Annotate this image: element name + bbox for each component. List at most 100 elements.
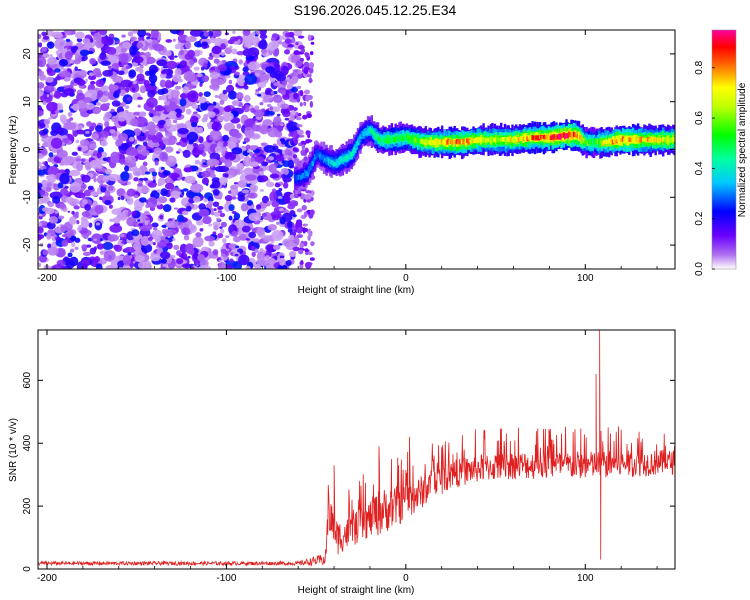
noise-edge-blob xyxy=(295,42,299,46)
signal-cell xyxy=(456,139,459,144)
signal-cell xyxy=(422,139,425,145)
signal-cell xyxy=(594,138,597,145)
noise-blob xyxy=(80,183,87,190)
signal-cell xyxy=(560,133,563,139)
noise-blob xyxy=(207,30,214,37)
noise-blob xyxy=(156,131,163,139)
signal-cell xyxy=(329,159,332,165)
noise-blob xyxy=(279,257,286,266)
signal-cell xyxy=(302,174,306,178)
noise-blob xyxy=(221,151,226,157)
noise-blob xyxy=(203,198,208,203)
y-tick-label: 600 xyxy=(22,372,33,389)
signal-cell xyxy=(582,137,586,143)
noise-blob xyxy=(245,237,251,241)
noise-blob xyxy=(109,224,123,233)
noise-blob xyxy=(286,83,294,90)
signal-cell xyxy=(669,138,672,143)
signal-cell xyxy=(346,155,350,160)
noise-blob xyxy=(42,142,49,148)
noise-blob xyxy=(38,233,42,241)
noise-blob xyxy=(145,217,151,221)
noise-edge-blob xyxy=(305,94,310,102)
noise-blob xyxy=(132,167,143,177)
signal-cell xyxy=(501,137,504,142)
signal-cell xyxy=(319,153,322,159)
noise-edge-blob xyxy=(292,75,298,81)
signal-cell xyxy=(479,137,483,142)
signal-cell xyxy=(518,136,522,141)
noise-blob xyxy=(243,167,254,176)
noise-blob xyxy=(209,37,216,44)
noise-edge-blob xyxy=(292,201,298,207)
noise-blob xyxy=(87,150,94,156)
noise-blob xyxy=(44,160,49,167)
signal-cell xyxy=(505,137,508,142)
noise-blob xyxy=(38,82,45,89)
signal-cell xyxy=(300,174,303,180)
signal-cell xyxy=(584,139,587,144)
noise-blob xyxy=(126,188,136,197)
signal-cell xyxy=(433,140,436,145)
noise-blob xyxy=(78,224,83,231)
noise-blob xyxy=(198,136,204,144)
noise-blob xyxy=(89,247,97,255)
signal-cell xyxy=(601,140,605,146)
noise-blob xyxy=(120,195,125,201)
noise-blob xyxy=(162,170,171,176)
noise-blob xyxy=(38,92,43,96)
signal-cell xyxy=(513,136,517,142)
noise-blob xyxy=(91,132,100,140)
noise-blob xyxy=(48,216,59,224)
noise-blob xyxy=(121,240,126,244)
signal-cell xyxy=(493,137,497,143)
signal-cell xyxy=(590,140,593,145)
noise-blob xyxy=(48,117,52,120)
noise-blob xyxy=(52,183,57,188)
noise-blob xyxy=(244,37,253,48)
signal-cell xyxy=(317,153,321,158)
noise-blob xyxy=(124,87,130,93)
signal-cell xyxy=(430,139,434,145)
noise-blob xyxy=(39,189,46,195)
signal-cell xyxy=(599,140,602,145)
noise-blob xyxy=(141,126,147,133)
signal-cell xyxy=(510,138,513,143)
noise-edge-blob xyxy=(298,142,302,147)
signal-cell xyxy=(611,139,615,145)
noise-blob xyxy=(259,189,265,192)
noise-blob xyxy=(269,191,277,203)
noise-blob xyxy=(231,100,240,107)
signal-cell xyxy=(542,134,546,139)
noise-blob xyxy=(224,151,237,161)
noise-blob xyxy=(47,56,58,65)
noise-blob xyxy=(289,250,297,258)
noise-blob xyxy=(182,86,190,94)
noise-blob xyxy=(74,246,79,250)
signal-cell xyxy=(618,138,621,144)
snr-y-label: SNR (10 * v/v) xyxy=(8,418,19,482)
signal-cell xyxy=(557,133,561,138)
signal-cell xyxy=(348,155,351,159)
noise-blob xyxy=(258,30,267,36)
noise-edge-blob xyxy=(303,89,310,95)
noise-blob xyxy=(241,105,246,110)
noise-blob xyxy=(269,173,280,179)
noise-blob xyxy=(89,256,96,262)
noise-edge-blob xyxy=(305,130,311,136)
noise-blob xyxy=(265,264,274,269)
noise-blob xyxy=(191,266,195,269)
signal-cell xyxy=(355,142,358,149)
noise-blob xyxy=(74,66,78,72)
noise-blob xyxy=(118,211,128,221)
noise-blob xyxy=(127,252,132,256)
noise-blob xyxy=(256,30,261,36)
noise-blob xyxy=(38,33,42,39)
noise-blob xyxy=(276,221,280,225)
noise-edge-blob xyxy=(308,67,314,74)
noise-blob xyxy=(208,223,212,227)
noise-blob xyxy=(190,122,198,128)
signal-cell xyxy=(625,137,628,143)
noise-blob xyxy=(89,30,97,33)
noise-edge-blob xyxy=(302,227,306,234)
